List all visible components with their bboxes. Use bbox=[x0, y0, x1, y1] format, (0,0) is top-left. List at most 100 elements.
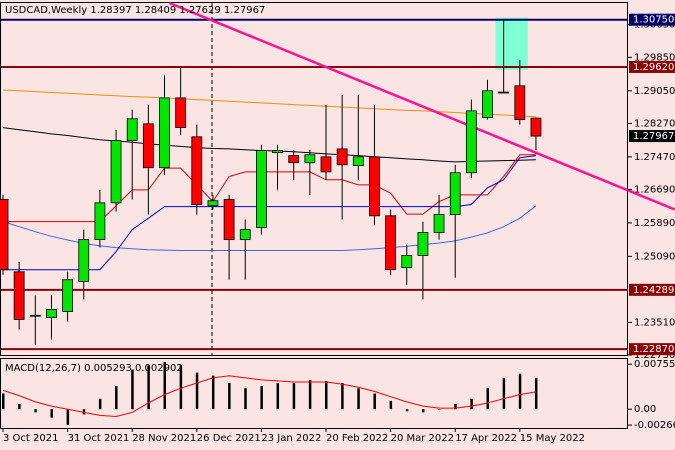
candle-body bbox=[223, 199, 235, 241]
candle-body bbox=[385, 215, 397, 271]
level-box bbox=[629, 13, 675, 26]
macd-bar bbox=[502, 377, 506, 410]
macd-tick-label: 0.00 bbox=[634, 404, 656, 415]
macd-bar bbox=[405, 409, 409, 412]
trendline bbox=[168, 1, 675, 211]
x-tick-label: 15 May 2022 bbox=[520, 433, 585, 444]
y-tick-label: 1.29050 bbox=[634, 86, 675, 97]
candle-body bbox=[304, 154, 316, 164]
indicator-line bbox=[2, 127, 536, 163]
y-tick-label: 1.28270 bbox=[634, 118, 675, 129]
macd-bar bbox=[325, 380, 328, 410]
candle-body bbox=[482, 90, 493, 118]
macd-pane-border bbox=[0, 358, 628, 429]
macd-bar bbox=[115, 386, 118, 410]
level-label: 1.30750 bbox=[633, 15, 674, 26]
macd-bar bbox=[66, 409, 70, 425]
y-tick-label: 1.25890 bbox=[634, 218, 675, 229]
y-tick-label: 1.27470 bbox=[634, 152, 675, 163]
candle-body bbox=[272, 150, 283, 154]
macd-tick-label: -0.002669 bbox=[634, 420, 675, 431]
level-box bbox=[629, 343, 675, 356]
candle-body bbox=[320, 156, 332, 173]
candle-body bbox=[498, 91, 510, 94]
candle-body bbox=[449, 172, 461, 215]
candle-body bbox=[191, 136, 203, 205]
candle-body bbox=[239, 229, 251, 241]
macd-bar bbox=[276, 383, 280, 410]
candle-body bbox=[126, 118, 138, 141]
candle-body bbox=[94, 202, 106, 241]
macd-tick-label: 0.007559 bbox=[634, 359, 675, 370]
macd-bar bbox=[244, 388, 247, 410]
macd-bar bbox=[195, 372, 199, 410]
y-tick-label: 1.26690 bbox=[634, 184, 675, 195]
main-pane-border bbox=[0, 2, 628, 356]
candle-body bbox=[288, 155, 300, 164]
macd-bar bbox=[534, 377, 538, 410]
macd-bar bbox=[389, 400, 393, 410]
candle-body bbox=[13, 271, 25, 320]
macd-bar bbox=[50, 409, 53, 418]
x-tick-label: 31 Oct 2021 bbox=[68, 433, 130, 444]
macd-bar bbox=[179, 365, 183, 410]
candle-body bbox=[255, 150, 267, 228]
macd-bar bbox=[18, 403, 21, 410]
x-tick-label: 17 Apr 2022 bbox=[455, 433, 517, 444]
macd-bar bbox=[260, 386, 263, 410]
y-tick-label: 1.29850 bbox=[634, 52, 675, 63]
last-price-label: 1.27967 bbox=[633, 131, 674, 142]
candle-body bbox=[401, 255, 413, 269]
macd-bar bbox=[308, 379, 312, 410]
candle-body bbox=[78, 239, 90, 282]
x-tick-label: 3 Oct 2021 bbox=[3, 433, 58, 444]
candle-body bbox=[352, 156, 364, 167]
macd-bar bbox=[292, 383, 296, 410]
level-box bbox=[629, 283, 675, 296]
macd-bar bbox=[421, 409, 425, 413]
macd-bar bbox=[486, 388, 489, 410]
macd-bar bbox=[228, 383, 231, 410]
macd-bar bbox=[163, 362, 166, 410]
macd-bar bbox=[82, 409, 86, 415]
candle-body bbox=[465, 110, 477, 174]
level-box bbox=[629, 60, 675, 73]
macd-bar bbox=[470, 398, 473, 410]
macd-bar bbox=[131, 369, 134, 410]
macd-bar bbox=[357, 388, 360, 410]
x-tick-label: 23 Jan 2022 bbox=[261, 433, 321, 444]
chart-title: USDCAD,Weekly 1.28397 1.28409 1.27629 1.… bbox=[5, 5, 265, 16]
candle-body bbox=[142, 123, 154, 169]
macd-bar bbox=[438, 409, 441, 410]
candle-body bbox=[530, 117, 542, 137]
x-tick-label: 20 Mar 2022 bbox=[391, 433, 454, 444]
candle-body bbox=[62, 279, 73, 312]
y-tick-label: 1.25090 bbox=[634, 251, 675, 262]
candle-body bbox=[29, 314, 41, 317]
last-price-box bbox=[629, 130, 675, 143]
indicator-line bbox=[2, 205, 537, 251]
candle-body bbox=[336, 148, 348, 166]
macd-bar bbox=[147, 365, 150, 410]
candle-body bbox=[417, 232, 429, 256]
plot-layer bbox=[0, 1, 675, 425]
candle-body bbox=[369, 156, 380, 217]
macd-bar bbox=[373, 393, 376, 410]
y-tick-label: 1.23510 bbox=[634, 317, 675, 328]
highlight-zone bbox=[495, 17, 528, 70]
macd-label: MACD(12,26,7) 0.005293 0.002902 bbox=[5, 363, 183, 374]
candle-body bbox=[46, 309, 57, 318]
level-label: 1.22870 bbox=[633, 344, 674, 355]
macd-bar bbox=[518, 373, 522, 410]
indicator-line bbox=[2, 89, 536, 118]
macd-bar bbox=[341, 383, 344, 410]
macd-bar bbox=[2, 393, 5, 410]
candle-body bbox=[0, 199, 9, 271]
candle-body bbox=[175, 97, 187, 128]
candle-body bbox=[110, 140, 122, 204]
candle-body bbox=[514, 85, 526, 121]
level-label: 1.24289 bbox=[633, 285, 674, 296]
y-tick-label: 1.22730 bbox=[634, 350, 675, 361]
